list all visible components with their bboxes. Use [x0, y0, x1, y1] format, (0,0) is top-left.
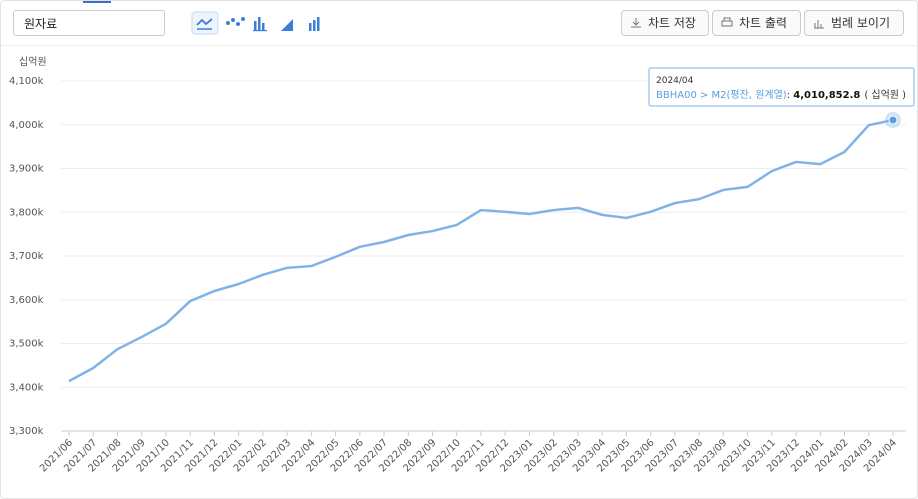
icon-bar[interactable] [253, 17, 267, 32]
tooltip-unit: ( 십억원 ) [864, 89, 906, 101]
y-tick-label: 4,100k [9, 76, 44, 87]
y-tick-label: 3,600k [9, 295, 44, 306]
tooltip-series: BBHA00 > M2(평잔, 원계열) [656, 89, 787, 101]
print-button[interactable]: 차트 출력 [712, 10, 801, 36]
button-label: 범례 보이기 [831, 16, 891, 30]
dataset-select[interactable]: 원자료 [13, 10, 165, 36]
button-label: 차트 출력 [739, 16, 787, 30]
icon-stacked[interactable] [309, 17, 320, 31]
y-tick-label: 3,800k [9, 207, 44, 218]
tooltip-date: 2024/04 [656, 76, 694, 86]
tooltip-box [648, 67, 915, 107]
y-tick-label: 3,400k [9, 382, 44, 393]
tooltip-line: BBHA00 > M2(평잔, 원계열): 4,010,852.8 ( 십억원 ) [656, 89, 906, 101]
icon-scatter[interactable] [226, 17, 245, 26]
hover-point [888, 115, 898, 125]
y-unit: 십억원 [19, 56, 47, 68]
y-tick-label: 3,500k [9, 339, 44, 350]
save-button[interactable]: 차트 저장 [621, 10, 709, 36]
tooltip: 2024/04 BBHA00 > M2(평잔, 원계열): 4,010,852.8… [648, 67, 915, 107]
y-tick-label: 3,900k [9, 164, 44, 175]
tooltip-sep: : [787, 90, 794, 101]
y-tick-label: 3,700k [9, 251, 44, 262]
icon-area[interactable] [281, 19, 293, 31]
y-tick-label: 4,000k [9, 120, 44, 131]
tooltip-value: 4,010,852.8 [793, 90, 860, 101]
chart-type-icons [191, 11, 320, 35]
y-tick-label: 3,300k [9, 426, 44, 437]
plot: 십억원 3,300k 3,400k 3,500k 3,600k 3,700k 3,800k… [9, 56, 915, 474]
tab-indicator [83, 1, 111, 3]
toolbar: 원자료 차트 저장 차트 출력 범례 보이기 [1, 1, 917, 46]
legend-button[interactable]: 범례 보이기 [804, 10, 904, 36]
button-label: 차트 저장 [648, 16, 696, 30]
series-line [68, 118, 894, 383]
